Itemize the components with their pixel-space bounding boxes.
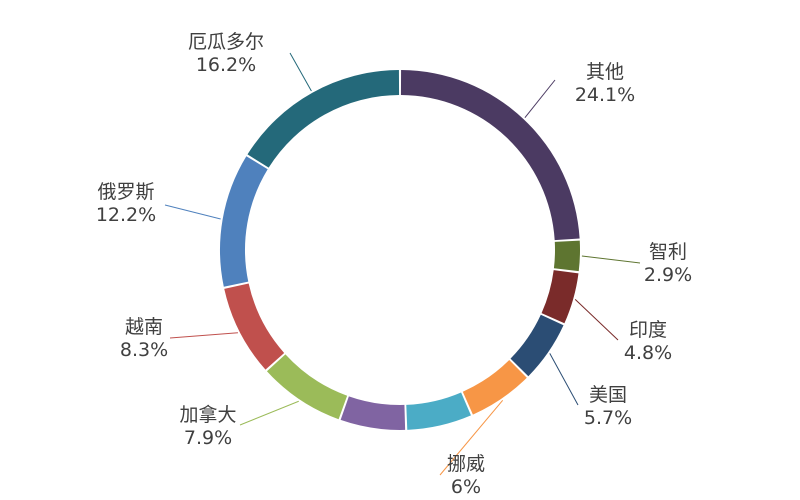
slice-name-label: 越南 [125,316,163,338]
leader-line-1 [524,79,556,118]
leader-line-2 [581,255,641,264]
slice-10 [220,156,268,287]
slice-name-label: 美国 [589,384,627,406]
slice-name-label: 俄罗斯 [97,181,154,203]
slice-value-label: 5.7% [584,407,632,429]
slice-name-label: 挪威 [447,453,485,475]
slice-value-label: 8.3% [120,339,168,361]
leader-line-5 [439,399,504,476]
slice-value-label: 4.8% [624,342,672,364]
slice-value-label: 12.2% [96,204,156,226]
leader-line-10 [164,204,221,220]
slice-name-label: 智利 [649,241,687,263]
slice-11 [247,70,400,168]
slice-2 [553,240,580,272]
donut-slices [220,70,580,431]
slice-value-label: 2.9% [644,264,692,286]
slice-value-label: 16.2% [196,54,256,76]
slice-7 [340,396,406,431]
leader-lines [164,52,641,476]
leader-line-8 [239,400,299,426]
slice-9 [224,283,285,370]
slice-5 [462,360,527,415]
slice-8 [266,354,348,420]
slice-name-label: 印度 [629,319,667,341]
slice-value-label: 6% [451,476,481,498]
leader-line-9 [169,332,238,339]
slice-value-label: 7.9% [184,427,232,449]
leader-line-3 [574,298,619,341]
slice-1 [400,70,580,241]
leader-line-4 [549,353,579,406]
slice-name-label: 厄瓜多尔 [188,31,264,53]
slice-name-label: 加拿大 [179,403,236,426]
slice-4 [510,314,564,377]
leader-line-11 [289,52,312,92]
slice-3 [541,270,579,324]
slice-name-label: 其他 [586,61,624,83]
slice-6 [406,392,471,430]
slice-value-label: 24.1% [575,84,635,106]
